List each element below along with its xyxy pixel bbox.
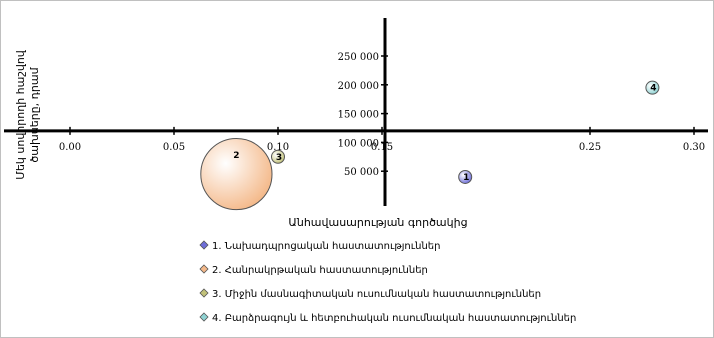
legend-item: 1. Նախադպրոցական հաստատություններ	[199, 240, 440, 252]
y-tick-label: 150 000	[338, 110, 379, 121]
bubble-point	[458, 169, 473, 184]
bubble-data-label: 4	[650, 84, 656, 94]
legend-marker-icon	[199, 240, 209, 250]
x-tick-label: 0.30	[683, 142, 705, 153]
legend: 1. Նախադպրոցական հաստատություններ 2. Հանր…	[199, 240, 576, 324]
y-tick-label: 250 000	[338, 52, 379, 63]
legend-marker-icon	[199, 264, 209, 274]
y-axis-title-line-1: Մեկ սովորողի հաշվով	[14, 49, 27, 180]
y-tick-label: 200 000	[338, 81, 379, 92]
y-tick-label: 50 000	[344, 167, 379, 178]
legend-label: 1. Նախադպրոցական հաստատություններ	[212, 241, 440, 252]
bubble-point	[271, 149, 285, 164]
legend-item: 4. Բարձրագույն և հետբուհական ուսումնական…	[199, 312, 576, 324]
y-tick-label: 100 000	[338, 138, 379, 149]
bubble-data-label: 3	[276, 153, 282, 163]
bubbles: 1 2 3 4	[200, 80, 660, 211]
x-tick-label: 0.05	[163, 142, 185, 153]
y-axis-title-line-2: ծախսերը, դրամ	[28, 66, 41, 162]
x-tick-label: 0.15	[371, 142, 393, 153]
bubble-point	[645, 80, 660, 95]
y-ticks: 50 000 100 000 150 000 200 000 250 000	[338, 52, 388, 178]
x-tick-label: 0.25	[579, 142, 601, 153]
bubble-data-label: 1	[463, 173, 469, 183]
legend-label: 2. Հանրակրթական հաստատություններ	[212, 265, 428, 276]
bubble-data-label: 2	[233, 151, 239, 161]
x-axis-title: Անհավասարության գործակից	[288, 216, 467, 229]
x-ticks: 0.00 0.05 0.10 0.15 0.25 0.30	[59, 126, 705, 153]
bubble-point	[200, 137, 273, 211]
x-tick-label: 0.10	[267, 142, 289, 153]
y-axis-title: Մեկ սովորողի հաշվով ծախսերը, դրամ	[14, 49, 41, 180]
x-tick-label: 0.00	[59, 142, 81, 153]
legend-label: 4. Բարձրագույն և հետբուհական ուսումնական…	[212, 313, 576, 324]
legend-marker-icon	[199, 312, 209, 322]
legend-label: 3. Միջին մասնագիտական ուսումնական հաստատ…	[212, 289, 541, 300]
legend-item: 2. Հանրակրթական հաստատություններ	[199, 264, 428, 276]
legend-item: 3. Միջին մասնագիտական ուսումնական հաստատ…	[199, 288, 541, 300]
legend-marker-icon	[199, 288, 209, 298]
